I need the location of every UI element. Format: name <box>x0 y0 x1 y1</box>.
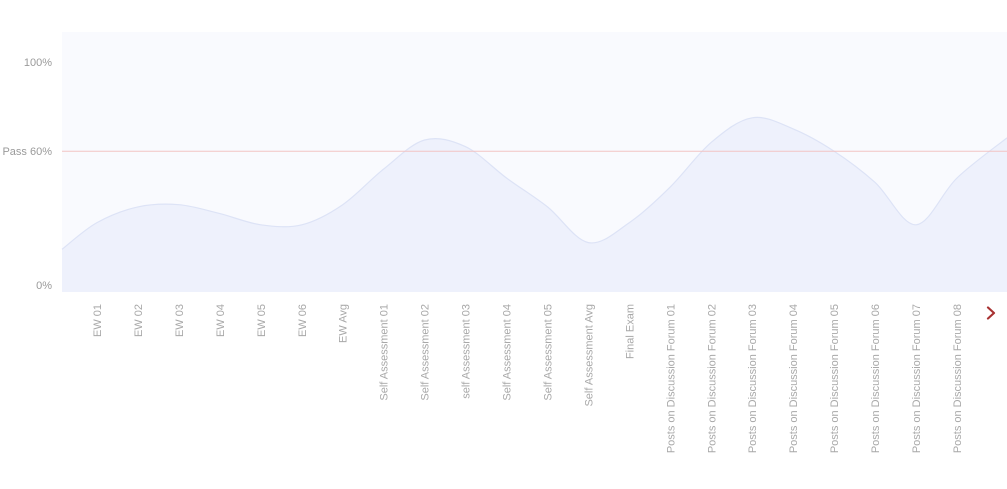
x-tick-label: EW 01 <box>92 304 104 337</box>
next-page-button[interactable] <box>982 302 1000 324</box>
x-tick-label: Posts on Discussion Forum 05 <box>829 304 841 453</box>
x-tick-label: EW 06 <box>297 304 309 337</box>
x-tick-label: Final Exam <box>624 304 636 359</box>
y-tick-label: 100% <box>24 57 52 69</box>
x-tick-label: Self Assessment 05 <box>542 304 554 401</box>
x-tick-label: EW 02 <box>133 304 145 337</box>
x-tick-label: Posts on Discussion Forum 03 <box>747 304 759 453</box>
series-area <box>62 117 1007 292</box>
x-tick-label: Posts on Discussion Forum 02 <box>706 304 718 453</box>
y-axis: 100% Pass 60% 0% <box>2 57 52 292</box>
x-tick-label: Self Assessment 04 <box>502 304 514 401</box>
x-tick-label: EW 04 <box>215 304 227 337</box>
x-axis: EW 01 EW 02 EW 03 EW 04 EW 05 EW 06 EW Avg Self… <box>92 304 964 453</box>
x-tick-label: self Assessment 03 <box>461 304 473 399</box>
x-tick-label: Posts on Discussion Forum 01 <box>665 304 677 453</box>
x-tick-label: Self Assessment Avg <box>583 304 595 407</box>
x-tick-label: EW Avg <box>338 304 350 343</box>
x-tick-label: EW 03 <box>174 304 186 337</box>
x-tick-label: Posts on Discussion Forum 06 <box>870 304 882 453</box>
series-line <box>61 116 1007 250</box>
x-tick-label: Posts on Discussion Forum 07 <box>911 304 923 453</box>
y-tick-label: 0% <box>36 280 52 292</box>
chevron-right-icon <box>986 306 996 320</box>
x-tick-label: Posts on Discussion Forum 04 <box>788 304 800 453</box>
y-tick-label: Pass 60% <box>2 146 52 158</box>
x-tick-label: EW 05 <box>256 304 268 337</box>
x-tick-label: Self Assessment 01 <box>379 304 391 401</box>
x-tick-label: Self Assessment 02 <box>420 304 432 401</box>
x-tick-label: Posts on Discussion Forum 08 <box>952 304 964 453</box>
